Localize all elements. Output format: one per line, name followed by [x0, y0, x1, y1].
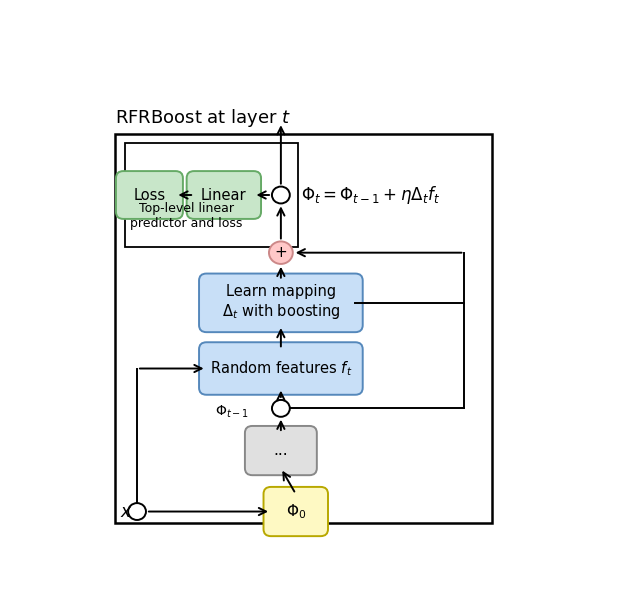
FancyBboxPatch shape: [187, 171, 261, 219]
Text: $\Phi_t = \Phi_{t-1} + \eta\Delta_t f_t$: $\Phi_t = \Phi_{t-1} + \eta\Delta_t f_t$: [301, 184, 440, 206]
Circle shape: [269, 241, 292, 264]
FancyBboxPatch shape: [245, 426, 317, 475]
FancyBboxPatch shape: [199, 342, 363, 395]
Text: ...: ...: [273, 443, 288, 458]
Text: Learn mapping
$\Delta_t$ with boosting: Learn mapping $\Delta_t$ with boosting: [221, 284, 340, 322]
Text: Loss: Loss: [133, 188, 166, 203]
FancyBboxPatch shape: [116, 171, 183, 219]
Text: $\Phi_0$: $\Phi_0$: [285, 502, 306, 521]
Text: RFRBoost at layer $t$: RFRBoost at layer $t$: [115, 107, 291, 128]
FancyBboxPatch shape: [264, 487, 328, 536]
FancyBboxPatch shape: [115, 134, 492, 523]
Text: $x$: $x$: [120, 502, 132, 521]
FancyBboxPatch shape: [199, 273, 363, 332]
Text: $\Phi_{t-1}$: $\Phi_{t-1}$: [214, 403, 249, 420]
Text: Linear: Linear: [201, 188, 246, 203]
Text: $+$: $+$: [275, 245, 287, 260]
Circle shape: [272, 400, 290, 417]
FancyBboxPatch shape: [125, 144, 298, 247]
Text: Random features $f_t$: Random features $f_t$: [210, 359, 352, 378]
Circle shape: [272, 186, 290, 203]
Text: Top-level linear
predictor and loss: Top-level linear predictor and loss: [131, 202, 243, 230]
Circle shape: [128, 503, 146, 520]
